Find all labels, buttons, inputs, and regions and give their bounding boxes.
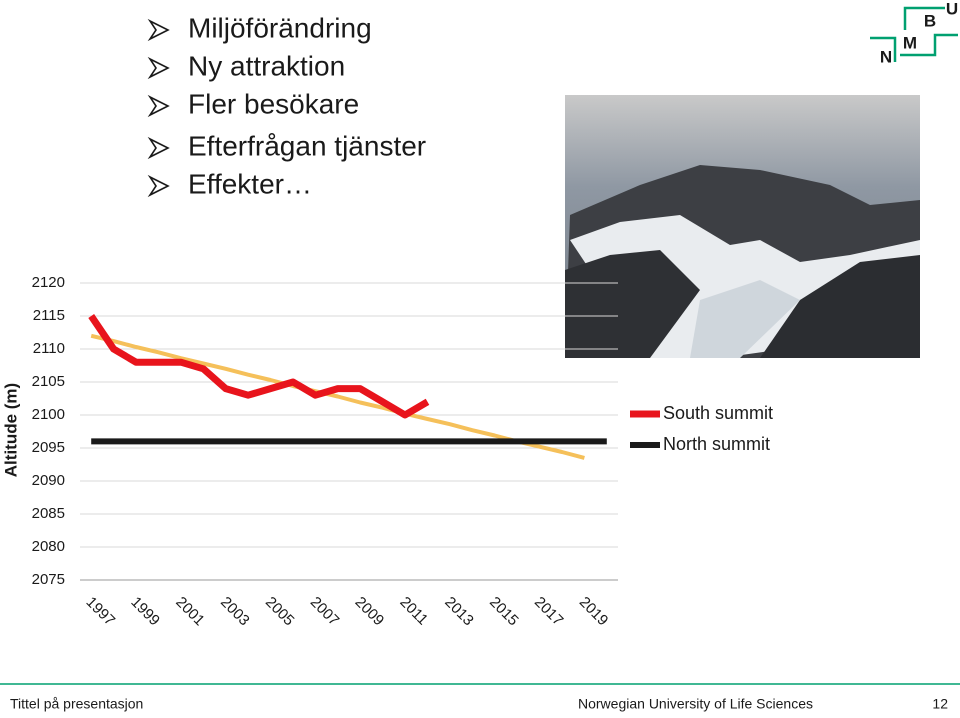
- bullet-text: Fler besökare: [188, 88, 359, 119]
- y-tick-label: 2090: [32, 472, 65, 489]
- y-tick-label: 2105: [32, 373, 65, 390]
- bullet-text: Ny attraktion: [188, 50, 345, 81]
- y-axis-label: Altitude (m): [1, 383, 20, 477]
- y-tick-label: 2120: [32, 274, 65, 291]
- y-tick-label: 2110: [33, 340, 65, 357]
- bullet-marker: [147, 136, 170, 160]
- x-tick-label: 1999: [127, 594, 163, 630]
- x-tick-label: 2007: [307, 594, 343, 630]
- y-tick-label: 2095: [32, 439, 65, 456]
- x-tick-label: 2003: [217, 594, 253, 630]
- bullet-text: Efterfrågan tjänster: [188, 130, 426, 161]
- x-tick-label: 2017: [531, 594, 567, 630]
- x-tick-label: 2013: [441, 594, 477, 630]
- bullet-marker: [147, 18, 170, 42]
- y-tick-label: 2075: [32, 571, 65, 588]
- x-tick-label: 2001: [172, 594, 208, 630]
- y-tick-label: 2080: [32, 538, 65, 555]
- bullet-text: Effekter…: [188, 168, 312, 199]
- legend-label: South summit: [663, 403, 773, 423]
- x-tick-label: 2015: [486, 594, 522, 630]
- bullet-marker: [147, 56, 170, 80]
- x-tick-label: 2005: [262, 594, 298, 630]
- logo-letter: N: [880, 47, 892, 66]
- logo-letter: B: [924, 11, 936, 30]
- y-tick-label: 2085: [32, 505, 65, 522]
- data-line: [90, 333, 585, 460]
- photo: [565, 95, 920, 358]
- bullet-list: Miljöförändring Ny attraktion Fler besökar…: [147, 12, 426, 199]
- page-number: 12: [932, 696, 948, 712]
- logo-letter: M: [903, 33, 917, 52]
- y-tick-label: 2115: [33, 307, 65, 324]
- footer-institution: Norwegian University of Life Sciences: [578, 696, 813, 712]
- logo-letter: U: [946, 0, 958, 18]
- data-line: [88, 314, 430, 419]
- x-tick-label: 2019: [576, 594, 612, 630]
- x-tick-label: 1997: [83, 594, 119, 630]
- bullet-marker: [147, 94, 170, 118]
- legend-label: North summit: [663, 434, 770, 454]
- x-tick-label: 2009: [352, 594, 388, 630]
- footer-title: Tittel på presentasjon: [10, 696, 143, 712]
- bullet-marker: [147, 174, 170, 198]
- y-tick-label: 2100: [32, 406, 65, 423]
- x-tick-label: 2011: [396, 594, 431, 629]
- bullet-text: Miljöförändring: [188, 12, 372, 43]
- logo: [870, 6, 958, 62]
